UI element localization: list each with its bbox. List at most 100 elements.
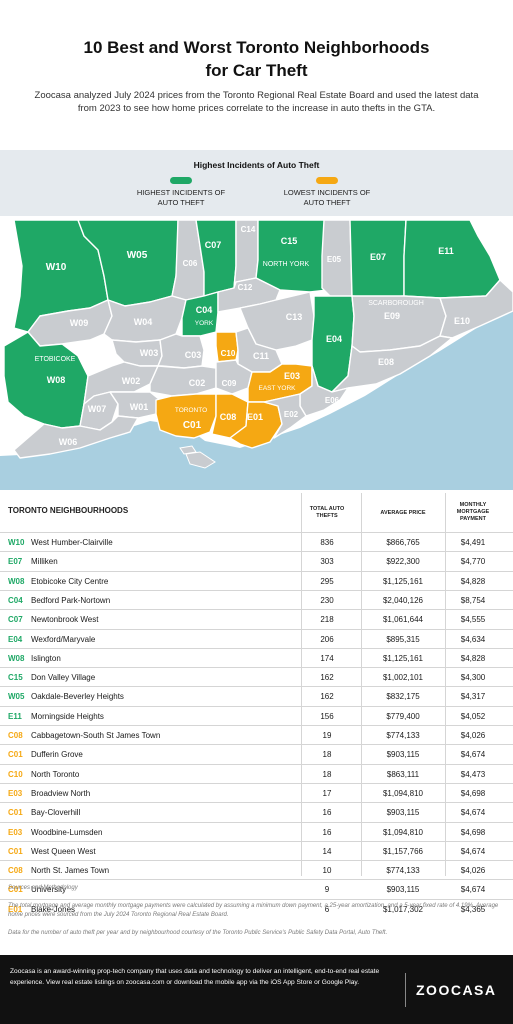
average-price: $779,400: [386, 711, 420, 721]
total-auto-thefts: 9: [324, 885, 330, 895]
map-label-c15: C15: [281, 236, 298, 246]
neighbourhood-table: TORONTO NEIGHBOURHOODS TOTAL AUTO THEFTS …: [0, 490, 513, 914]
total-auto-thefts: 17: [322, 788, 332, 798]
map-label-etobicoke: ETOBICOKE: [35, 356, 76, 363]
total-auto-thefts: 6: [324, 904, 330, 914]
table-row: C08 North St. James Town 10 $774,133 $4,026: [0, 860, 513, 879]
monthly-mortgage: $4,674: [460, 808, 486, 818]
average-price: $1,061,644: [382, 615, 424, 625]
neighbourhood-name: West Queen West: [31, 846, 96, 856]
total-auto-thefts: 10: [322, 866, 332, 876]
district-e10: [439, 279, 513, 339]
average-price: $1,125,161: [382, 576, 424, 586]
average-price: $903,115: [386, 808, 420, 818]
legend-swatch-low: [316, 177, 338, 184]
district-e02: [263, 393, 307, 439]
table-row: E03 Woodbine-Lumsden 16 $1,094,810 $4,698: [0, 821, 513, 841]
header-neighbourhoods: TORONTO NEIGHBOURHOODS: [8, 506, 129, 515]
monthly-mortgage: $4,698: [460, 788, 486, 798]
district-code: C01: [8, 808, 23, 818]
map-svg: W10 W05 C07 C06 C14 C15 NORTH YORK E05 E…: [0, 219, 513, 490]
header-average-price: AVERAGE PRICE: [380, 510, 426, 516]
map-label-e05: E05: [327, 255, 342, 264]
page-subtitle: Zoocasa analyzed July 2024 prices from t…: [34, 90, 479, 114]
monthly-mortgage: $4,828: [460, 576, 486, 586]
map-label-w05: W05: [127, 250, 148, 261]
total-auto-thefts: 218: [320, 615, 334, 625]
neighbourhood-name: Blake-Jones: [31, 904, 76, 914]
average-price: $895,315: [386, 634, 420, 644]
table-row: E01 Blake-Jones 6 $1,017,302 $4,365: [0, 898, 513, 918]
toronto-islands: [185, 451, 216, 469]
district-code: C01: [8, 846, 23, 856]
neighbourhood-name: West Humber-Clairville: [31, 538, 113, 547]
map-label-e02: E02: [284, 410, 299, 419]
average-price: $1,094,810: [382, 827, 424, 837]
map-label-e01: E01: [247, 412, 263, 422]
legend-item-low: LOWEST INCIDENTS OF AUTO THEFT: [267, 177, 387, 208]
average-price: $2,040,126: [382, 595, 424, 605]
map-label-w10: W10: [46, 262, 67, 273]
total-auto-thefts: 156: [320, 711, 334, 721]
neighbourhood-name: Milliken: [31, 557, 58, 567]
district-code: E03: [8, 827, 23, 837]
neighbourhood-name: Islington: [31, 653, 61, 663]
map-label-e10: E10: [454, 316, 470, 326]
district-code: C08: [8, 866, 23, 876]
average-price: $903,115: [386, 750, 420, 760]
map-label-toronto: TORONTO: [175, 407, 207, 414]
map-label-w02: W02: [122, 376, 141, 386]
monthly-mortgage: $4,828: [460, 653, 486, 663]
monthly-mortgage: $4,634: [460, 634, 486, 644]
district-code: C08: [8, 731, 23, 740]
notes-data-source: Data for the number of auto theft per ye…: [8, 930, 388, 936]
district-code: W05: [8, 692, 25, 702]
monthly-mortgage: $4,674: [460, 885, 486, 895]
table-header: TORONTO NEIGHBOURHOODS TOTAL AUTO THEFTS …: [0, 494, 513, 528]
map-label-scarborough: SCARBOROUGH: [368, 300, 424, 307]
district-code: C04: [8, 595, 23, 605]
column-divider-2: [361, 493, 362, 876]
average-price: $774,133: [386, 866, 420, 876]
average-price: $903,115: [386, 885, 420, 895]
map-label-c09: C09: [222, 379, 237, 388]
map-label-c01: C01: [183, 420, 202, 431]
neighbourhood-name: University: [31, 885, 67, 895]
toronto-map: W10 W05 C07 C06 C14 C15 NORTH YORK E05 E…: [0, 216, 513, 490]
average-price: $866,765: [386, 538, 420, 547]
map-label-c08: C08: [220, 412, 237, 422]
total-auto-thefts: 836: [320, 538, 334, 547]
total-auto-thefts: 16: [322, 808, 332, 818]
map-label-c14: C14: [241, 225, 256, 234]
monthly-mortgage: $4,698: [460, 827, 486, 837]
neighbourhood-name: Wexford/Maryvale: [31, 634, 96, 644]
monthly-mortgage: $4,674: [460, 750, 486, 760]
footer-text: Zoocasa is an award-winning prop-tech co…: [10, 968, 380, 986]
map-label-c02: C02: [189, 378, 206, 388]
neighbourhood-name: Broadview North: [31, 788, 91, 798]
monthly-mortgage: $4,555: [460, 615, 486, 625]
district-c02: [149, 365, 217, 397]
total-auto-thefts: 16: [322, 827, 332, 837]
total-auto-thefts: 174: [320, 653, 334, 663]
district-code: E01: [8, 904, 23, 914]
district-code: W08: [8, 653, 25, 663]
neighbourhood-name: Woodbine-Lumsden: [31, 827, 103, 837]
total-auto-thefts: 18: [322, 750, 332, 760]
neighbourhood-name: North Toronto: [31, 769, 80, 779]
district-code: E04: [8, 634, 23, 644]
map-label-c07: C07: [205, 240, 222, 250]
monthly-mortgage: $4,052: [460, 711, 486, 721]
header-monthly-mortgage: MONTHLY MORTGAGE PAYMENT: [456, 502, 490, 522]
map-label-york: YORK: [195, 320, 214, 327]
map-label-e06: E06: [325, 396, 340, 405]
map-label-north-york: NORTH YORK: [263, 261, 310, 268]
header-total-thefts: TOTAL AUTO THEFTS: [309, 506, 345, 519]
title-line-1: 10 Best and Worst Toronto Neighborhoods: [83, 38, 430, 57]
table-row: E07 Milliken 303 $922,300 $4,770: [0, 551, 513, 570]
map-label-c13: C13: [286, 312, 303, 322]
table-row: C01 Dufferin Grove 18 $903,115 $4,674: [0, 744, 513, 763]
district-code: E07: [8, 557, 23, 567]
zoocasa-logo[interactable]: ZOOCASA: [416, 982, 497, 998]
column-divider-1: [301, 493, 302, 876]
